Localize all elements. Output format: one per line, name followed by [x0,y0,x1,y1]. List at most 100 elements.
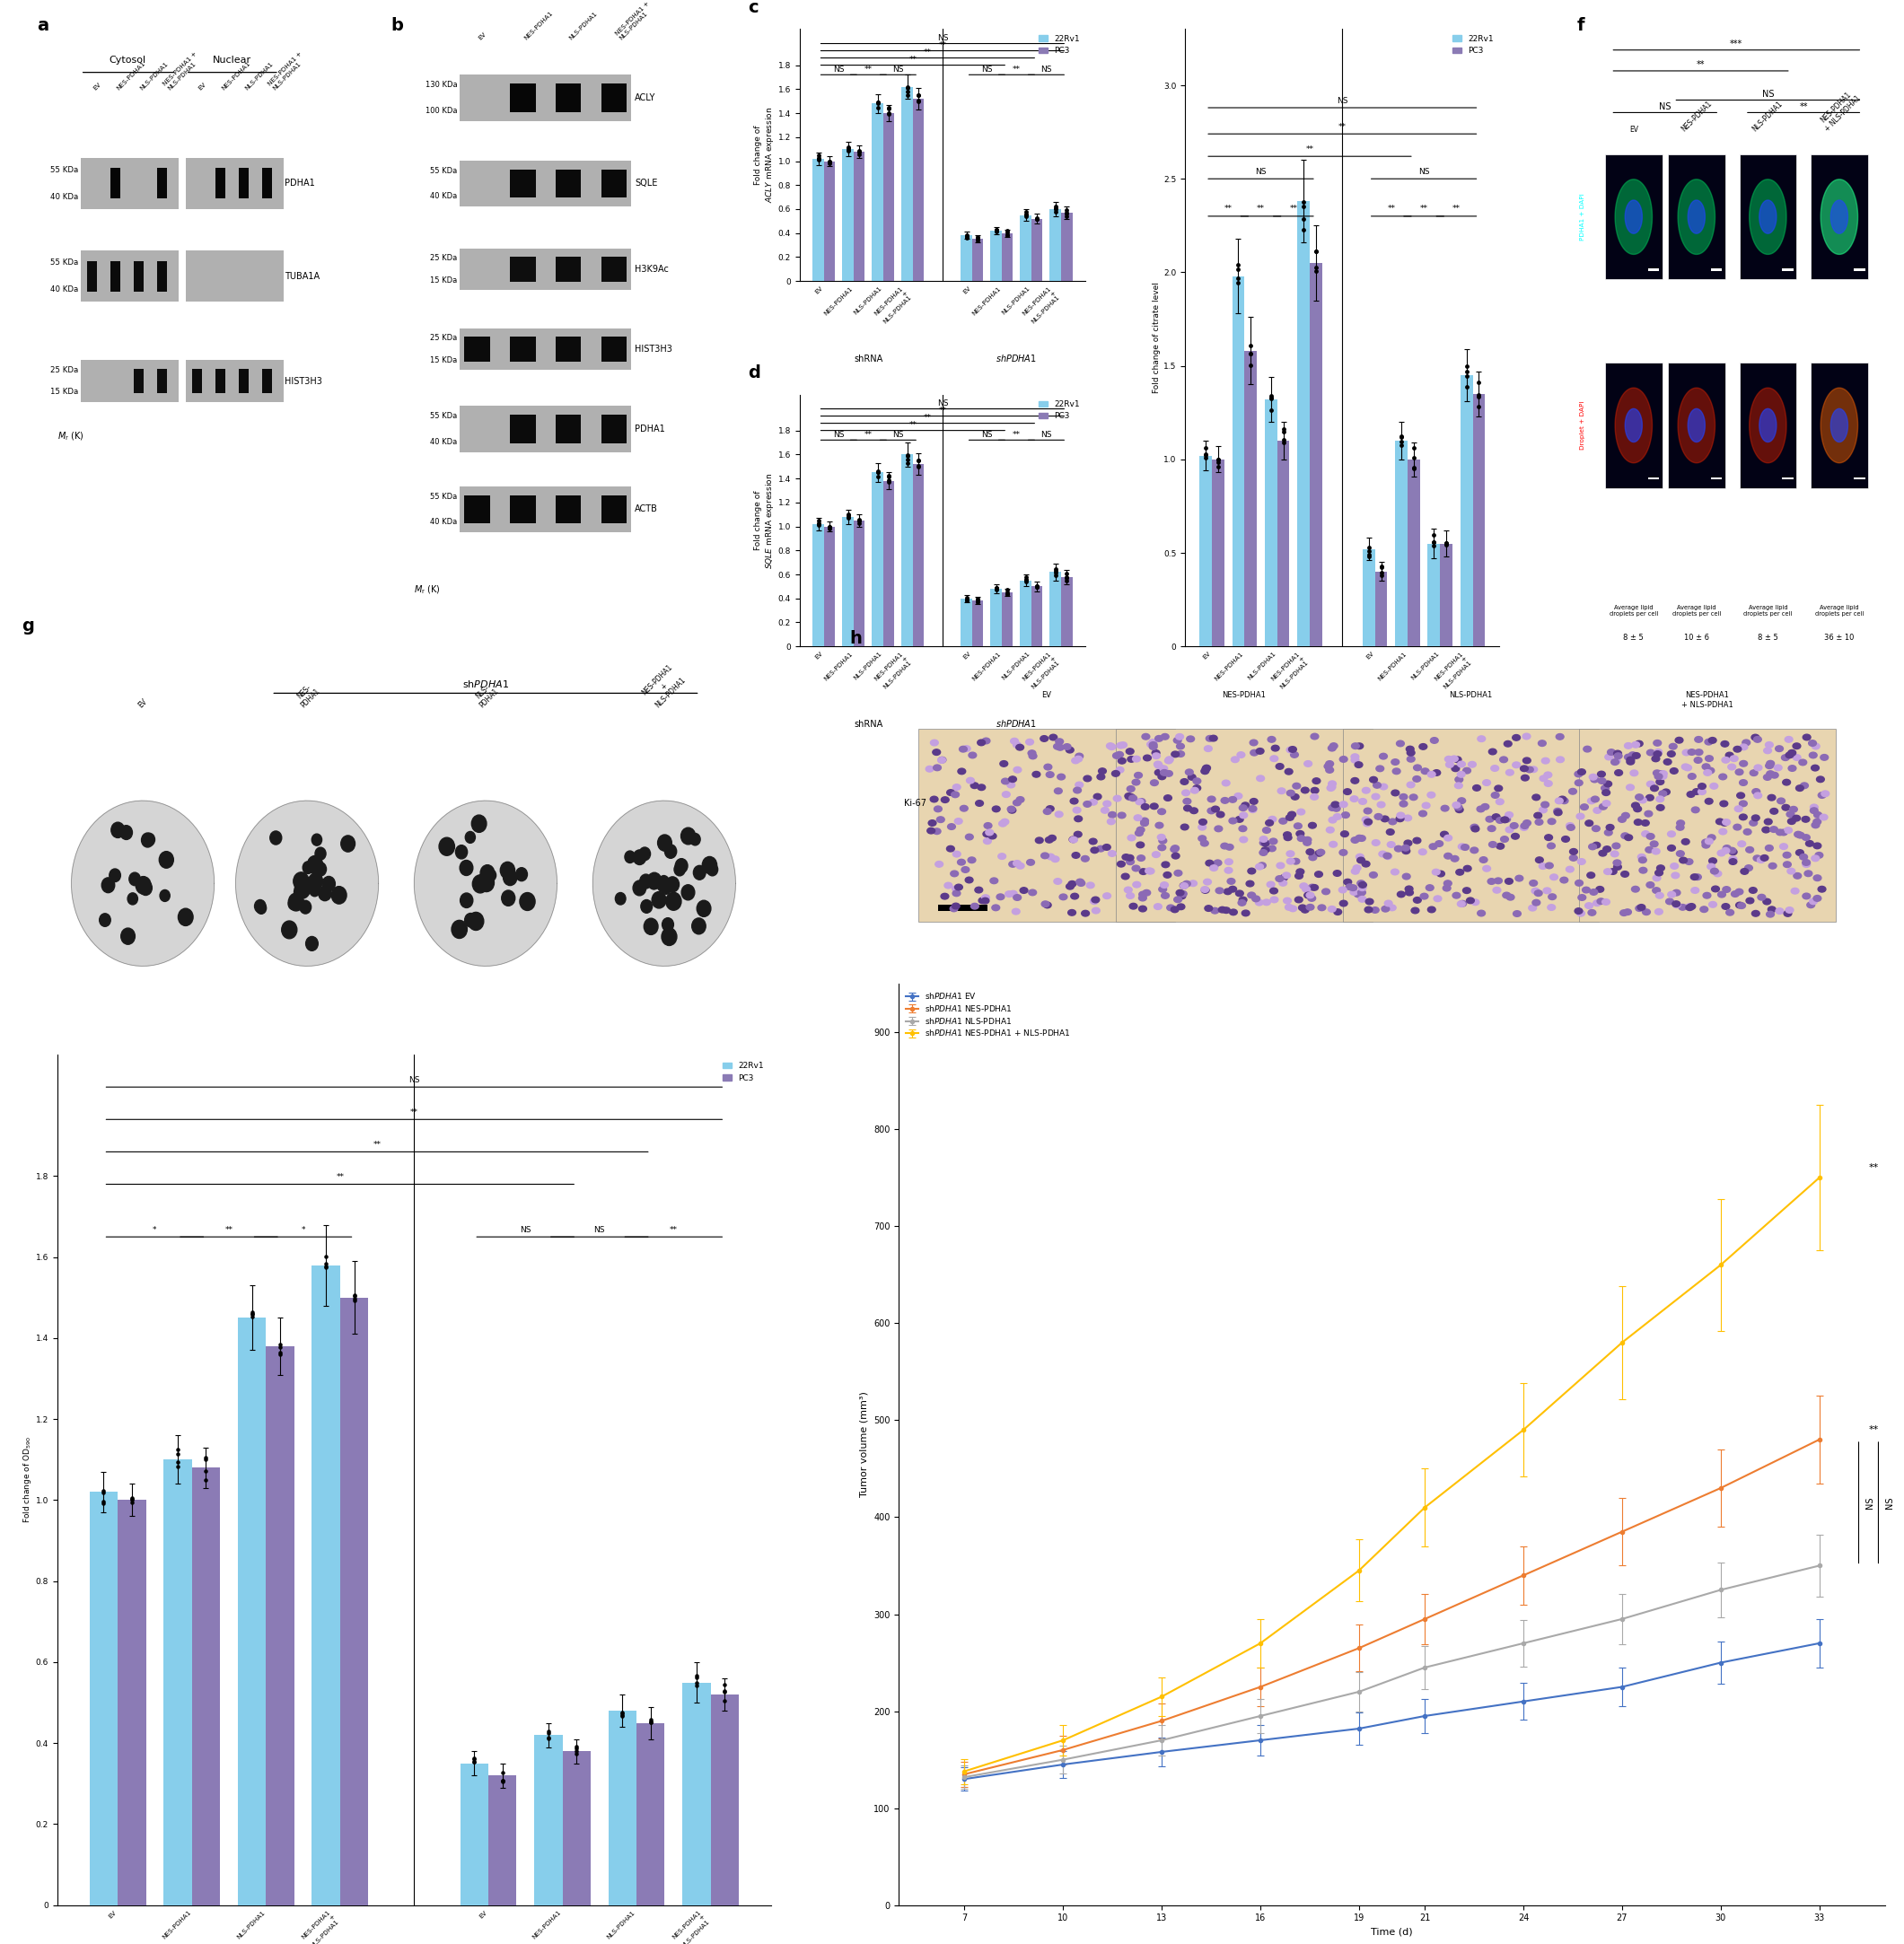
Y-axis label: Fold change of citrate level: Fold change of citrate level [1154,282,1161,393]
Circle shape [1108,745,1116,750]
Bar [1439,544,1453,647]
Text: Average lipid
droplets per cell: Average lipid droplets per cell [1815,605,1864,616]
Circle shape [1407,781,1415,787]
Circle shape [1304,892,1312,898]
Circle shape [1352,869,1359,875]
Circle shape [1436,840,1443,848]
Circle shape [1620,910,1628,916]
Circle shape [1489,748,1497,754]
Circle shape [1070,836,1078,842]
Text: **: ** [939,406,946,414]
Circle shape [295,881,310,898]
Circle shape [952,886,960,892]
Circle shape [1706,838,1714,844]
Bar [1605,154,1662,280]
Circle shape [1009,861,1017,867]
Bar [973,601,982,647]
Circle shape [1531,888,1540,894]
Circle shape [1613,844,1620,850]
Circle shape [1691,875,1698,881]
Circle shape [1165,758,1173,764]
Point [236,1301,267,1332]
Point [1365,560,1396,591]
Circle shape [1127,756,1135,762]
Circle shape [1723,886,1731,892]
Circle shape [1268,816,1276,822]
Bar [602,336,626,362]
Circle shape [1656,805,1664,811]
Circle shape [1310,885,1318,890]
Circle shape [1160,886,1167,892]
Circle shape [1179,892,1186,898]
Circle shape [979,898,986,904]
Circle shape [1154,762,1161,768]
Bar [1782,476,1794,480]
Circle shape [1584,902,1594,908]
Circle shape [1643,910,1651,916]
Circle shape [1021,886,1028,894]
Circle shape [1809,752,1816,758]
Circle shape [1708,902,1717,908]
Circle shape [1611,851,1618,857]
Circle shape [1803,861,1811,867]
Circle shape [1818,793,1826,799]
Circle shape [1158,844,1165,851]
Point [1300,257,1331,288]
Text: NS: NS [1658,101,1672,111]
Circle shape [1457,772,1464,778]
Circle shape [1655,774,1662,780]
Circle shape [1074,807,1081,813]
Bar [883,480,895,647]
Circle shape [1820,754,1828,760]
Circle shape [1561,836,1569,842]
Text: HIST3H3: HIST3H3 [634,344,672,354]
Circle shape [1255,900,1262,906]
Circle shape [1750,820,1757,826]
Circle shape [1260,848,1270,853]
Circle shape [472,815,487,832]
Bar [1002,593,1013,647]
Circle shape [1441,832,1449,838]
Circle shape [1318,904,1325,910]
Circle shape [1647,834,1655,840]
Legend: 22Rv1, PC3: 22Rv1, PC3 [720,1059,767,1085]
Circle shape [1059,894,1068,900]
Bar [1232,276,1245,647]
Circle shape [1207,797,1215,803]
Circle shape [1403,840,1413,846]
Circle shape [461,892,472,908]
Point [1051,562,1081,593]
Bar [510,257,535,282]
Circle shape [1420,768,1430,774]
Circle shape [1340,756,1348,762]
Circle shape [1297,830,1304,836]
Point [310,1248,341,1279]
Circle shape [1358,881,1365,886]
Text: NS: NS [409,1075,419,1085]
Circle shape [1249,799,1259,805]
Bar [939,904,988,910]
Bar [602,169,626,198]
Circle shape [1775,746,1784,752]
Point [1203,447,1234,478]
Circle shape [1813,844,1822,850]
Circle shape [1455,805,1462,811]
Bar [187,251,284,301]
Circle shape [1289,746,1297,752]
Point [88,1475,118,1507]
Circle shape [1512,735,1519,741]
Bar [883,113,895,282]
Circle shape [941,797,948,803]
Circle shape [1771,772,1778,778]
Circle shape [1365,898,1373,904]
Legend: 22Rv1, PC3: 22Rv1, PC3 [1038,399,1081,422]
Circle shape [1142,733,1150,739]
Point [88,1477,118,1509]
Circle shape [1312,778,1319,783]
Circle shape [1137,855,1144,861]
Circle shape [1816,776,1824,781]
Circle shape [1721,820,1729,826]
Bar [1264,400,1278,647]
Circle shape [1653,756,1660,762]
Circle shape [1639,867,1647,873]
